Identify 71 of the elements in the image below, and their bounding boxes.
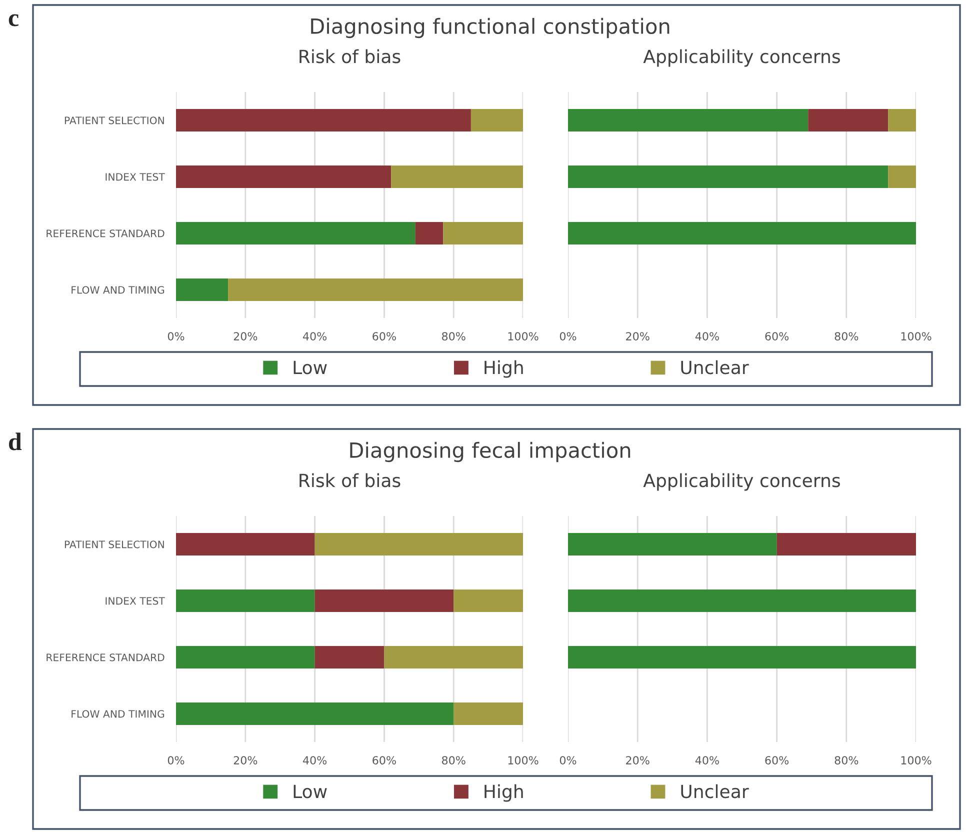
y-tick-label: FLOW AND TIMING <box>72 710 164 718</box>
x-tick-label: 100% <box>508 332 538 340</box>
bar <box>176 589 315 612</box>
x-tick-label: 60% <box>765 756 789 764</box>
bar <box>384 646 523 669</box>
x-tick-label: 60% <box>765 332 789 340</box>
x-tick-label: 40% <box>302 756 327 764</box>
x-tick-label: 100% <box>508 756 538 764</box>
x-tick-label: 40% <box>302 332 327 340</box>
x-tick-label: 0% <box>560 332 576 340</box>
x-tick-label: 60% <box>372 332 396 340</box>
x-tick-label: 80% <box>834 756 858 764</box>
y-tick-label: REFERENCE STANDARD <box>46 654 164 662</box>
text: d <box>9 432 22 450</box>
bar <box>470 108 523 132</box>
x-tick-label: 40% <box>695 756 719 764</box>
x-tick-label: 80% <box>442 332 466 340</box>
bar <box>176 278 228 302</box>
legend-label: Low <box>294 784 327 798</box>
y-tick-label: PATIENT SELECTION <box>64 116 164 124</box>
bar <box>391 165 523 188</box>
y-tick-label: PATIENT SELECTION <box>64 540 164 548</box>
x-tick-label: 20% <box>626 756 650 764</box>
bar <box>568 165 888 188</box>
bar <box>176 702 454 726</box>
bar <box>314 589 454 612</box>
chart-subtitle: Applicability concerns <box>643 473 840 491</box>
legend-label: Low <box>294 360 327 374</box>
x-tick-label: 80% <box>442 756 466 764</box>
chart-subtitle: Applicability concerns <box>643 49 840 67</box>
bar <box>176 222 416 245</box>
bar <box>314 532 523 556</box>
bar <box>808 108 888 132</box>
x-tick-label: 20% <box>234 756 258 764</box>
x-tick-label: 100% <box>901 332 932 340</box>
bar <box>454 702 523 726</box>
bar <box>443 222 523 245</box>
legend-label: Unclear <box>681 360 749 374</box>
y-tick-label: INDEX TEST <box>106 173 165 181</box>
x-tick-label: 80% <box>834 332 858 340</box>
bar <box>176 165 392 188</box>
bar <box>176 108 471 132</box>
x-tick-label: 40% <box>695 332 719 340</box>
bar <box>415 222 444 245</box>
chart-title: Diagnosing functional constipation <box>311 18 670 38</box>
chart-subtitle: Risk of bias <box>300 49 400 64</box>
text: c <box>8 14 18 26</box>
y-tick-label: REFERENCE STANDARD <box>46 230 164 238</box>
x-tick-label: 0% <box>168 332 184 340</box>
bar <box>314 646 384 669</box>
legend-label: Unclear <box>681 784 749 798</box>
bar <box>176 646 315 669</box>
bar <box>568 222 916 245</box>
bar <box>568 108 808 132</box>
legend-label: High <box>484 360 523 378</box>
bar <box>888 165 916 188</box>
x-tick-label: 100% <box>901 756 932 764</box>
chart-title: Diagnosing fecal impaction <box>350 442 630 462</box>
x-tick-label: 20% <box>234 332 258 340</box>
bar <box>888 108 916 132</box>
x-tick-label: 60% <box>372 756 396 764</box>
bar <box>454 589 523 612</box>
bar <box>228 278 523 302</box>
bar <box>176 532 315 556</box>
y-tick-label: INDEX TEST <box>106 597 165 605</box>
chart-subtitle: Risk of bias <box>300 473 400 488</box>
legend-label: High <box>484 784 523 802</box>
y-tick-label: FLOW AND TIMING <box>72 286 164 294</box>
x-tick-label: 20% <box>626 332 650 340</box>
x-tick-label: 0% <box>168 756 184 764</box>
x-tick-label: 0% <box>560 756 576 764</box>
